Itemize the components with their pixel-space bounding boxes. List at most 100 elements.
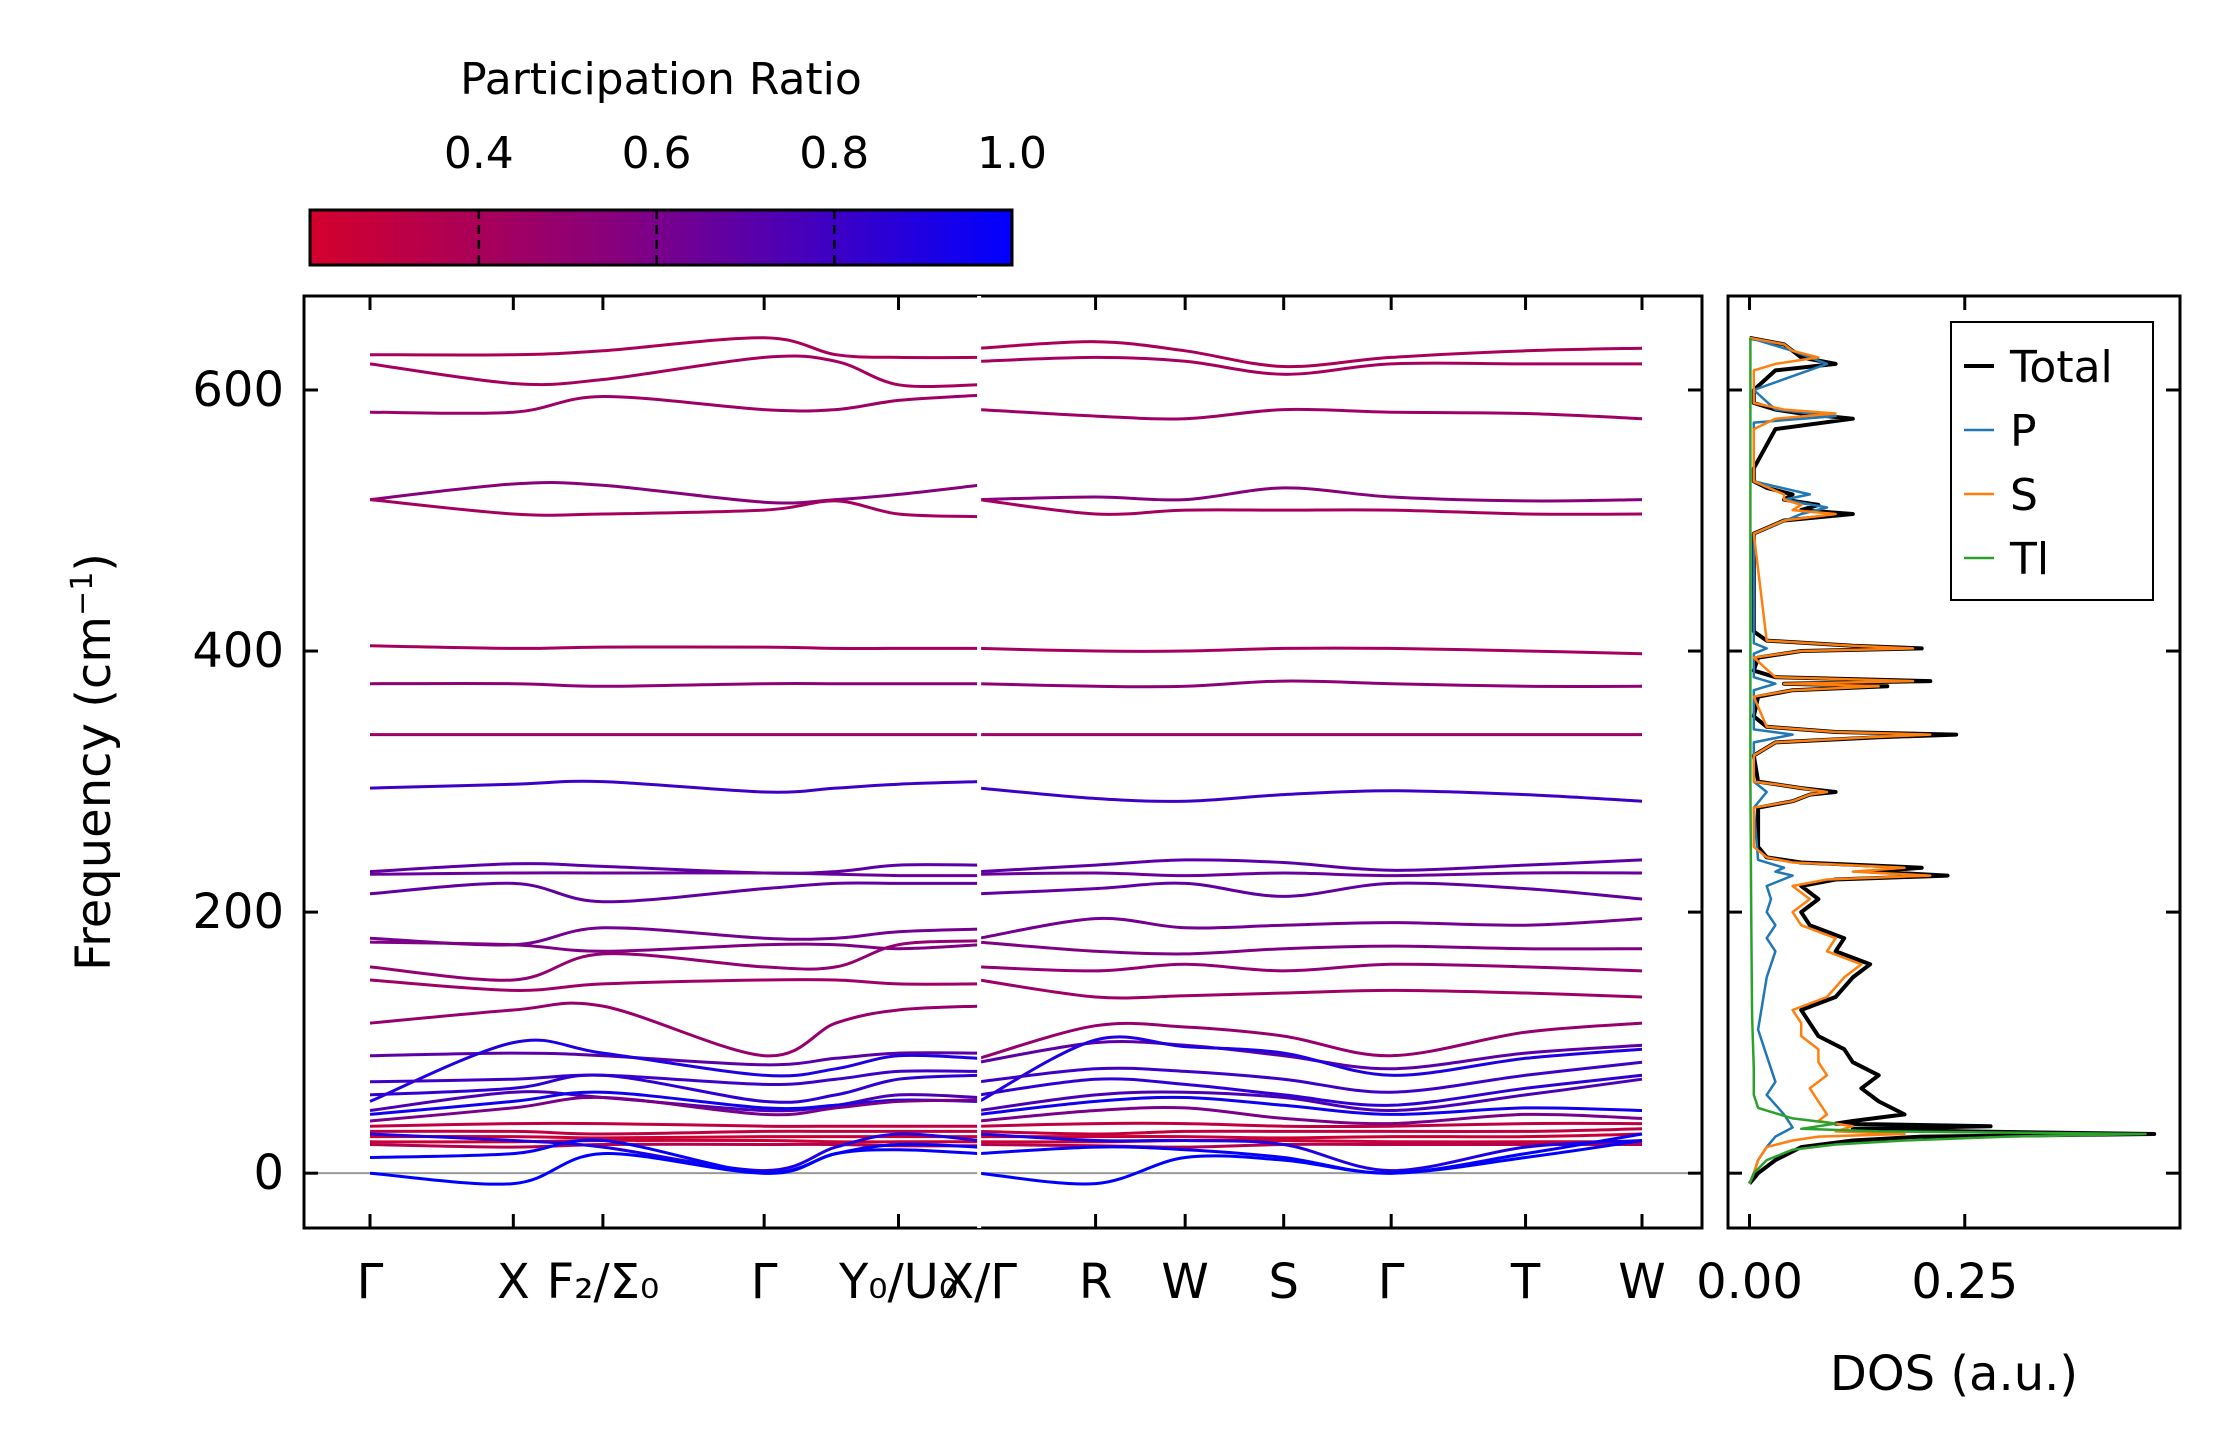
band-25-b <box>979 1127 1643 1136</box>
colorbar-title: Participation Ratio <box>460 54 862 105</box>
band-0-a <box>369 336 980 360</box>
dos-x-axis-label: DOS (a.u.) <box>1830 1346 2078 1402</box>
band-xtick-label-9: Γ <box>1378 1254 1405 1310</box>
band-17-b <box>978 1040 1643 1071</box>
band-16-a <box>369 1001 980 1058</box>
band-ytick-label-600: 600 <box>192 362 284 418</box>
dos-xtick-label-1: 0.25 <box>1911 1254 2018 1310</box>
band-y-ticks: 0 200 400 600 <box>192 362 1702 1201</box>
colorbar-tick-label-3: 1.0 <box>977 128 1047 179</box>
band-13-a <box>369 940 980 953</box>
band-20-b <box>978 1073 1643 1107</box>
band-19-a <box>369 1069 980 1086</box>
band-27-a <box>369 1138 980 1144</box>
band-5-b <box>979 646 1643 656</box>
legend: Total PS Tl <box>1950 321 2154 601</box>
band-3-b <box>979 486 1643 503</box>
band-xtick-label-1: X <box>497 1254 530 1310</box>
band-xtick-label-2: F₂/Σ₀ <box>547 1254 660 1310</box>
band-26-b <box>979 1132 1643 1140</box>
band-24-b <box>979 1121 1643 1128</box>
band-6-a <box>369 681 980 688</box>
band-10-a <box>369 871 980 878</box>
band-13-b <box>978 940 1643 956</box>
band-ytick-label-0: 0 <box>253 1145 284 1201</box>
band-xtick-label-3: Γ <box>751 1254 778 1310</box>
dos-series <box>1747 335 2157 1185</box>
colorbar-gradient <box>308 208 1014 267</box>
band-19-b <box>978 1060 1643 1094</box>
dos-line-s <box>1748 336 1932 1185</box>
legend-label-tl: Tl <box>2009 534 2049 585</box>
dos-line-tl <box>1748 337 2147 1185</box>
band-1-b <box>979 355 1642 376</box>
band-30-a <box>369 1138 980 1175</box>
band-22-b <box>978 1095 1643 1116</box>
legend-label-total: Total <box>2009 342 2113 393</box>
colorbar-ticks: 0.4 0.6 0.8 1.0 <box>444 128 1047 265</box>
band-14-a <box>369 939 980 982</box>
dos-xtick-label-0: 0.00 <box>1696 1254 1803 1310</box>
band-31-b <box>978 1139 1643 1186</box>
band-15-a <box>369 977 980 992</box>
band-18-b <box>978 1035 1643 1103</box>
band-xtick-label-11: W <box>1618 1254 1665 1310</box>
dos-ticks: 0.00 0.25 <box>1696 296 2180 1310</box>
colorbar-tick-label-2: 0.8 <box>799 128 869 179</box>
band-6-b <box>979 679 1643 689</box>
band-x-ticks: Γ X F₂/Σ₀ Γ Y₀/U₀X/Γ R W S Γ T W <box>357 296 1666 1310</box>
colorbar-tick-label-1: 0.6 <box>622 128 692 179</box>
band-24-a <box>369 1121 980 1128</box>
band-11-b <box>979 881 1643 901</box>
band-xtick-label-6: R <box>1079 1254 1112 1310</box>
band-xtick-label-8: S <box>1268 1254 1298 1310</box>
band-31-a <box>369 1142 980 1186</box>
legend-items: Total PS Tl <box>1964 342 2113 585</box>
y-axis-label: Frequency (cm−1) <box>65 553 122 971</box>
band-17-a <box>369 1051 980 1067</box>
legend-label-s: S <box>2010 470 2038 521</box>
band-23-b <box>978 1105 1643 1126</box>
band-5-a <box>369 644 980 651</box>
legend-label-p: P <box>2010 406 2037 457</box>
band-23-a <box>369 1095 980 1123</box>
band-1-a <box>369 354 980 389</box>
band-xtick-label-7: W <box>1161 1254 1208 1310</box>
band-10-b <box>979 871 1643 878</box>
colorbar-tick-label-0: 0.4 <box>444 128 514 179</box>
band-xtick-label-5: X/Γ <box>941 1254 1017 1310</box>
colorbar: Participation Ratio 0.4 0.6 0.8 1.0 <box>308 54 1047 267</box>
band-4-a <box>369 498 980 519</box>
band-xtick-label-0: Γ <box>357 1254 384 1310</box>
band-2-a <box>369 393 980 415</box>
band-30-b <box>979 1132 1643 1175</box>
band-xtick-label-10: T <box>1510 1254 1541 1310</box>
dos-axes-frame <box>1726 294 2182 1230</box>
band-ytick-label-400: 400 <box>192 623 284 679</box>
band-21-a <box>369 1090 980 1113</box>
band-20-a <box>369 1073 980 1104</box>
band-ytick-label-200: 200 <box>192 884 284 940</box>
band-0-b <box>979 340 1643 369</box>
band-8-a <box>369 779 980 794</box>
band-4-b <box>978 498 1643 516</box>
band-29-b <box>979 1132 1643 1173</box>
legend-box <box>1950 321 2154 601</box>
band-9-b <box>979 858 1643 874</box>
band-15-b <box>978 978 1643 1000</box>
band-3-a <box>369 481 980 505</box>
band-11-a <box>369 881 980 904</box>
band-8-b <box>978 786 1643 803</box>
dos-line-p <box>1748 336 1837 1185</box>
band-21-b <box>978 1077 1643 1113</box>
dos-panel: 0.00 0.25 DOS (a.u.) Total PS Tl <box>1696 294 2182 1402</box>
band-16-b <box>978 1021 1643 1060</box>
band-12-b <box>978 916 1643 940</box>
band-2-b <box>979 407 1643 421</box>
band-14-b <box>979 962 1643 973</box>
band-xtick-label-4: Y₀/U₀ <box>838 1254 958 1310</box>
band-axes-frame <box>302 294 1704 1230</box>
band-18-a <box>369 1038 980 1103</box>
